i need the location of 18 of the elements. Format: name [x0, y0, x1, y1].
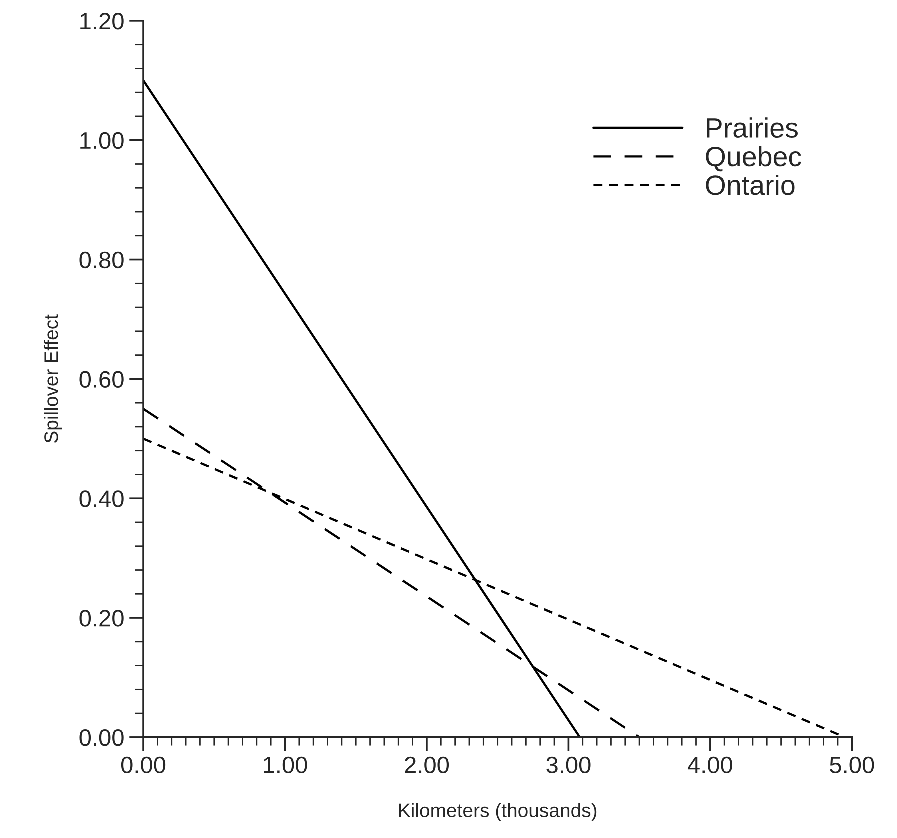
y-tick-label: 0.80: [80, 252, 124, 269]
legend-label: Prairies: [707, 118, 798, 138]
y-tick-label: 0.60: [80, 371, 124, 388]
y-axis-title: Spillover Effect: [44, 314, 62, 443]
x-tick-label: 0.00: [121, 756, 166, 774]
x-tick-label: 1.00: [264, 756, 308, 774]
x-tick-label: 2.00: [405, 756, 450, 774]
y-tick-label: 1.20: [80, 13, 124, 30]
x-tick-label: 4.00: [688, 756, 732, 774]
legend-label: Ontario: [706, 174, 795, 196]
y-tick-label: 0.40: [80, 490, 124, 508]
y-tick-label: 0.00: [80, 730, 124, 746]
x-tick-label: 3.00: [546, 756, 591, 774]
y-tick-label: 1.00: [80, 132, 124, 150]
y-tick-label: 0.20: [80, 610, 124, 627]
x-tick-label: 5.00: [830, 756, 874, 774]
legend-label: Quebec: [706, 146, 802, 172]
x-axis-title: Kilometers (thousands): [399, 803, 597, 822]
